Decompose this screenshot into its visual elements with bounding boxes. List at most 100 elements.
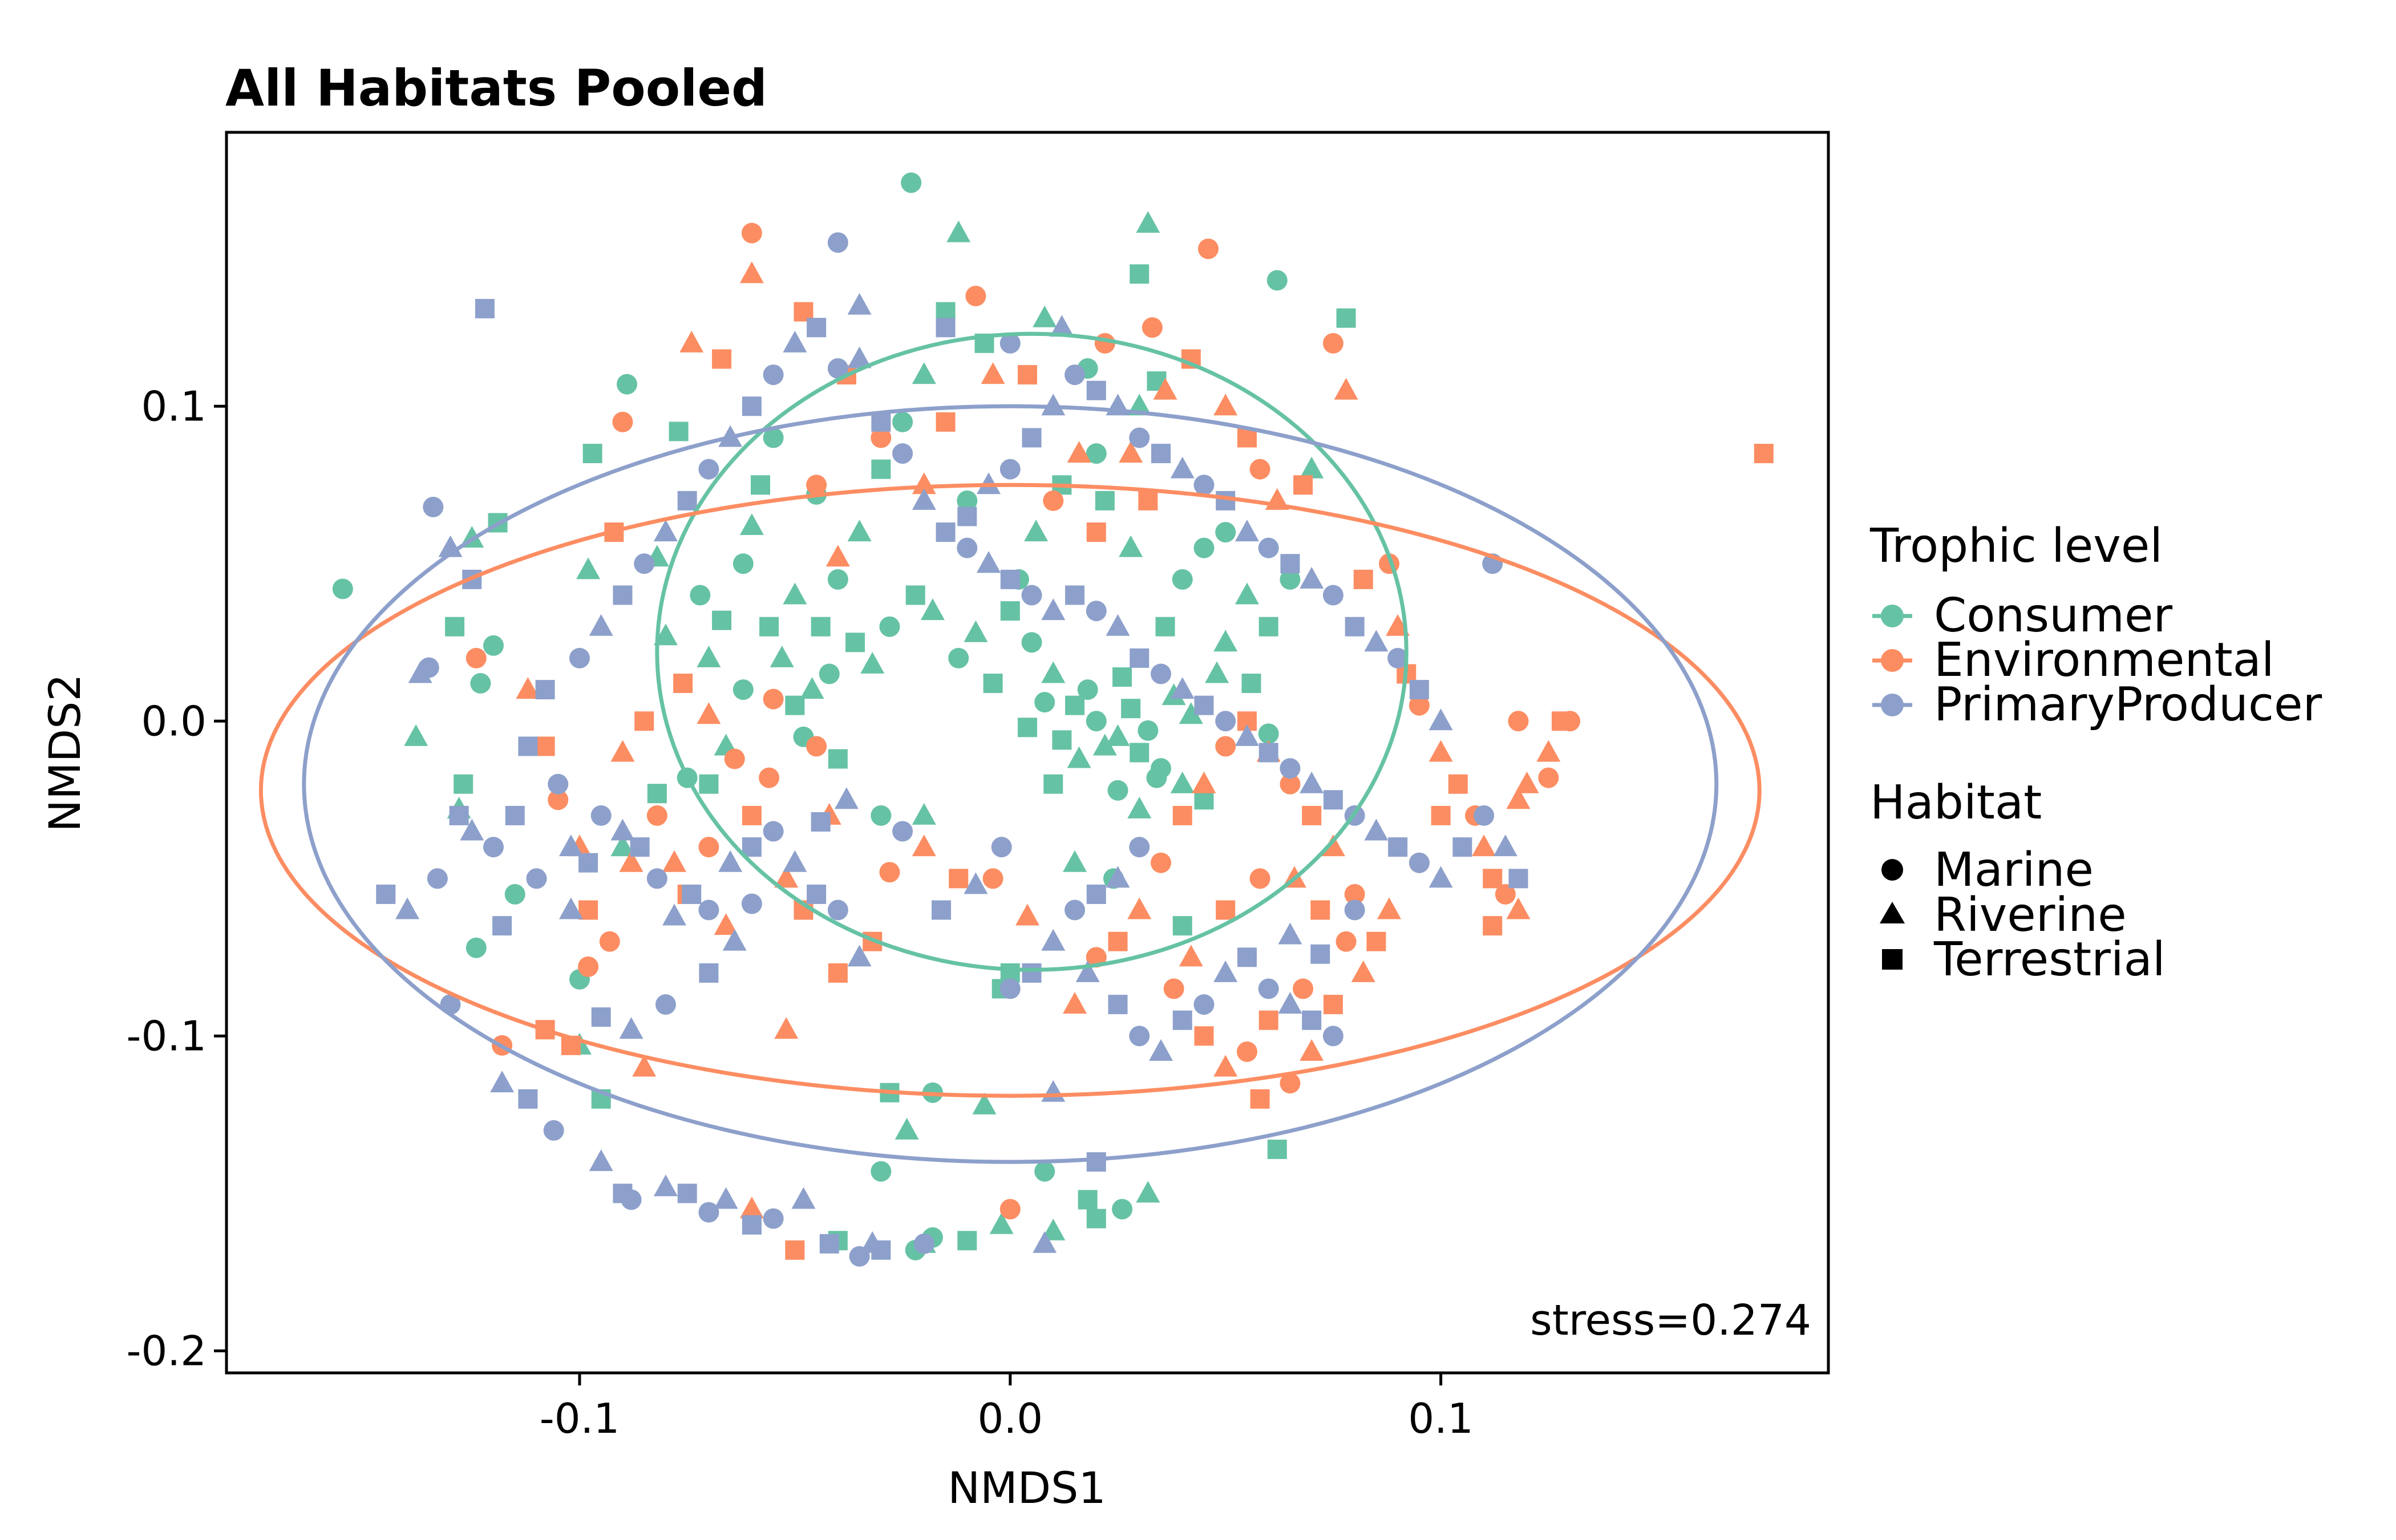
point-primaryproducer bbox=[1022, 963, 1042, 983]
point-primaryproducer bbox=[1323, 790, 1343, 810]
point-primaryproducer bbox=[811, 812, 831, 832]
legend: Trophic level Consumer Environmental Pri… bbox=[1869, 519, 2322, 987]
point-consumer bbox=[879, 616, 900, 637]
point-consumer bbox=[892, 411, 913, 432]
point-consumer bbox=[332, 578, 353, 599]
point-primaryproducer bbox=[847, 346, 872, 368]
point-primaryproducer bbox=[1086, 601, 1107, 622]
point-consumer bbox=[1018, 718, 1037, 737]
triangle-icon bbox=[1880, 902, 1905, 923]
point-primaryproducer bbox=[827, 232, 848, 253]
point-primaryproducer bbox=[1075, 960, 1100, 982]
point-environmental bbox=[871, 427, 892, 448]
point-environmental bbox=[1194, 1026, 1214, 1046]
point-consumer bbox=[1215, 522, 1236, 543]
point-environmental bbox=[981, 362, 1005, 384]
point-primaryproducer bbox=[1258, 743, 1278, 763]
point-consumer bbox=[1034, 1161, 1055, 1182]
point-primaryproducer bbox=[677, 1184, 697, 1203]
point-consumer bbox=[811, 617, 831, 637]
point-environmental bbox=[1538, 767, 1559, 788]
point-consumer bbox=[1041, 1218, 1066, 1241]
point-primaryproducer bbox=[1151, 663, 1171, 684]
point-environmental bbox=[1310, 900, 1330, 920]
point-environmental bbox=[1377, 897, 1402, 919]
point-primaryproducer bbox=[791, 1187, 816, 1209]
stress-annotation: stress=0.274 bbox=[1530, 1296, 1811, 1345]
point-consumer bbox=[1241, 674, 1261, 694]
x-tick-label: 0.0 bbox=[978, 1395, 1043, 1442]
point-environmental bbox=[1428, 740, 1453, 762]
ellipse-primaryproducer bbox=[302, 404, 1719, 1164]
plot-frame bbox=[225, 131, 1830, 1375]
point-environmental bbox=[1495, 884, 1516, 905]
point-primaryproducer bbox=[1409, 852, 1430, 873]
legend-item-environmental: Environmental bbox=[1872, 633, 2274, 687]
point-primaryproducer bbox=[1041, 929, 1066, 951]
point-primaryproducer bbox=[505, 805, 525, 825]
point-consumer bbox=[1121, 699, 1141, 719]
point-consumer bbox=[1086, 443, 1107, 464]
axis-ticks: -0.1 0.0 0.1 0.1 0.0 -0.1 -0.2 bbox=[127, 382, 1474, 1442]
point-environmental bbox=[1366, 931, 1386, 951]
point-environmental bbox=[673, 674, 693, 694]
point-consumer bbox=[1213, 630, 1238, 652]
point-consumer bbox=[1267, 1140, 1287, 1160]
point-consumer bbox=[610, 834, 635, 857]
point-primaryproducer bbox=[1235, 724, 1259, 746]
point-environmental bbox=[1213, 394, 1238, 416]
point-primaryproducer bbox=[610, 818, 635, 841]
point-primaryproducer bbox=[1216, 491, 1236, 510]
point-primaryproducer bbox=[1022, 428, 1042, 448]
point-primaryproducer bbox=[621, 1189, 642, 1210]
point-consumer bbox=[1000, 601, 1020, 621]
chart-title: All Habitats Pooled bbox=[225, 59, 767, 117]
point-primaryproducer bbox=[807, 884, 827, 904]
point-primaryproducer bbox=[1493, 834, 1517, 857]
point-environmental bbox=[1506, 897, 1531, 919]
point-primaryproducer bbox=[578, 853, 598, 873]
point-environmental bbox=[1192, 771, 1216, 793]
legend-item-consumer: Consumer bbox=[1872, 589, 2172, 643]
point-primaryproducer bbox=[763, 364, 784, 386]
point-environmental bbox=[1015, 903, 1039, 926]
point-environmental bbox=[785, 1240, 805, 1260]
point-consumer bbox=[1112, 667, 1132, 687]
point-environmental bbox=[1063, 992, 1087, 1014]
point-primaryproducer bbox=[783, 850, 807, 872]
point-consumer bbox=[1077, 679, 1098, 700]
legend-marker-environmental bbox=[1881, 649, 1904, 672]
point-primaryproducer bbox=[1065, 364, 1086, 386]
point-primaryproducer bbox=[892, 443, 913, 464]
point-primaryproducer bbox=[698, 899, 719, 921]
point-consumer bbox=[1258, 723, 1279, 744]
point-primaryproducer bbox=[558, 897, 583, 919]
point-primaryproducer bbox=[543, 1120, 564, 1141]
point-primaryproducer bbox=[1194, 695, 1214, 715]
point-primaryproducer bbox=[1235, 520, 1259, 542]
point-primaryproducer bbox=[1344, 899, 1365, 921]
point-consumer bbox=[669, 422, 689, 441]
point-environmental bbox=[1163, 978, 1184, 999]
point-consumer bbox=[404, 724, 428, 746]
point-environmental bbox=[774, 1017, 799, 1039]
point-primaryproducer bbox=[408, 661, 432, 683]
point-environmental bbox=[548, 789, 569, 810]
point-primaryproducer bbox=[395, 897, 420, 919]
point-primaryproducer bbox=[1170, 456, 1195, 479]
point-environmental bbox=[1302, 805, 1322, 825]
point-consumer bbox=[957, 490, 978, 511]
point-consumer bbox=[871, 459, 891, 479]
point-consumer bbox=[1033, 305, 1057, 327]
point-primaryproducer bbox=[1106, 866, 1130, 888]
point-primaryproducer bbox=[871, 1240, 891, 1260]
point-primaryproducer bbox=[677, 491, 697, 510]
point-consumer bbox=[653, 623, 678, 646]
point-consumer bbox=[1172, 916, 1192, 936]
point-environmental bbox=[1293, 475, 1313, 495]
point-environmental bbox=[828, 963, 848, 983]
point-primaryproducer bbox=[376, 884, 396, 904]
legend-label-terrestrial: Terrestrial bbox=[1933, 933, 2166, 987]
point-primaryproducer bbox=[1033, 1231, 1057, 1253]
point-environmental bbox=[759, 767, 780, 788]
